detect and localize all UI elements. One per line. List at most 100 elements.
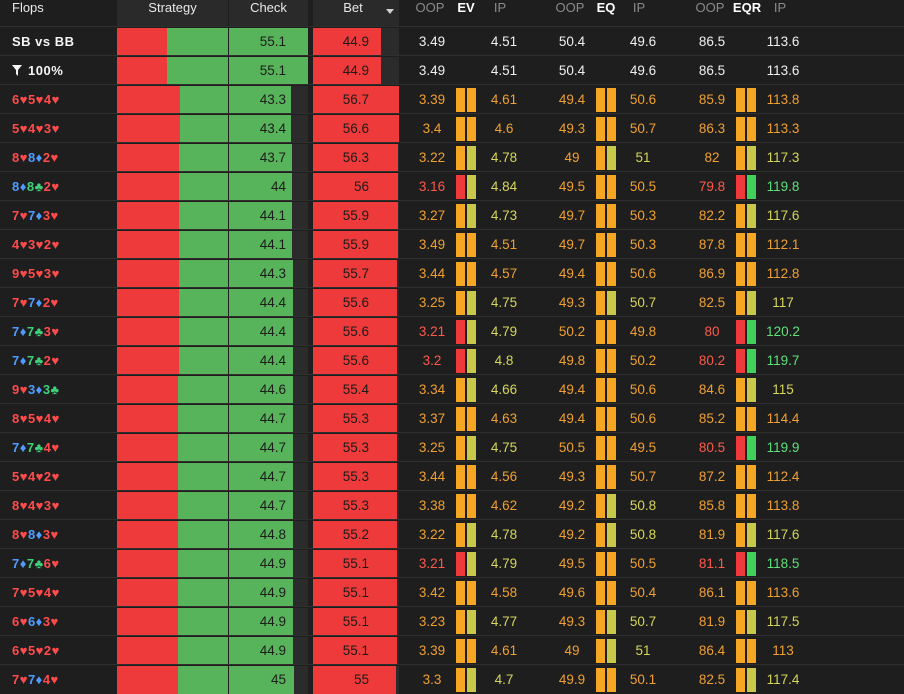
- eqr-oop-value: 82: [704, 150, 720, 165]
- header-eq[interactable]: EQ: [596, 0, 616, 15]
- eq-ip-value: 50.5: [629, 179, 657, 194]
- eqr-oop-value: 85.9: [698, 92, 726, 107]
- header-ev-ip[interactable]: IP: [493, 0, 507, 15]
- eqr-ip-value: 113.8: [766, 498, 800, 513]
- check-value: 44.1: [259, 208, 286, 223]
- card: 3♥: [27, 237, 44, 252]
- strategy-check-portion: [178, 289, 228, 317]
- eq-oop-value: 49.5: [558, 179, 586, 194]
- strategy-bet-portion: [117, 231, 180, 259]
- ev-ip-bar: [467, 146, 476, 170]
- table-row[interactable]: 7♥7♦3♥ 44.1 55.9 3.27 4.73 49.7 50.3 82.2 117.6: [0, 200, 904, 230]
- check-cell: 55.1: [229, 57, 308, 85]
- header-eqr-ip[interactable]: IP: [773, 0, 787, 15]
- header-strategy[interactable]: Strategy: [148, 0, 197, 15]
- ev-ip-value: 4.6: [494, 121, 514, 136]
- eq-ip-bar: [607, 117, 616, 141]
- eqr-oop-bar: [736, 175, 745, 199]
- eq-oop-bar: [596, 88, 605, 112]
- eqr-oop-bar: [736, 146, 745, 170]
- table-row[interactable]: 8♥5♥4♥ 44.7 55.3 3.37 4.63 49.4 50.6 85.2 114.4: [0, 403, 904, 433]
- table-row[interactable]: 7♦7♣4♥ 44.7 55.3 3.25 4.75 50.5 49.5 80.5 119.9: [0, 432, 904, 462]
- ev-ip-value: 4.51: [490, 63, 518, 78]
- strategy-check-portion: [179, 231, 228, 259]
- check-fill: [229, 434, 294, 462]
- strategy-bet-portion: [117, 521, 179, 549]
- bet-fill: [313, 550, 397, 578]
- table-row[interactable]: 8♥4♥3♥ 44.7 55.3 3.38 4.62 49.2 50.8 85.8 113.8: [0, 490, 904, 520]
- table-row[interactable]: 8♥8♦3♥ 44.8 55.2 3.22 4.78 49.2 50.8 81.9 117.6: [0, 519, 904, 549]
- table-row[interactable]: 7♦7♣3♥ 44.4 55.6 3.21 4.79 50.2 49.8 80 120.2: [0, 316, 904, 346]
- table-row[interactable]: 5♥4♥3♥ 43.4 56.6 3.4 4.6 49.3 50.7 86.3 113.3: [0, 113, 904, 143]
- eqr-ip-value: 117.3: [766, 150, 800, 165]
- check-fill: [229, 405, 294, 433]
- table-row[interactable]: 5♥4♥2♥ 44.7 55.3 3.44 4.56 49.3 50.7 87.2 112.4: [0, 461, 904, 491]
- eq-oop-bar: [596, 175, 605, 199]
- flop-label: 7♥7♦2♥: [12, 288, 59, 317]
- header-ev[interactable]: EV: [457, 0, 475, 15]
- sort-desc-icon[interactable]: [386, 9, 394, 14]
- eq-ip-value: 50.4: [629, 585, 657, 600]
- strategy-bet-portion: [117, 608, 179, 636]
- header-ev-oop[interactable]: OOP: [415, 0, 445, 15]
- eq-oop-bar: [596, 117, 605, 141]
- table-row[interactable]: 7♥5♥4♥ 44.9 55.1 3.42 4.58 49.6 50.4 86.1 113.6: [0, 577, 904, 607]
- ev-ip-bar: [467, 668, 476, 692]
- ev-oop-bar: [456, 378, 465, 402]
- table-row[interactable]: 9♥3♦3♣ 44.6 55.4 3.34 4.66 49.4 50.6 84.6 115: [0, 374, 904, 404]
- ev-oop-bar: [456, 581, 465, 605]
- ev-oop-value: 3.23: [418, 614, 446, 629]
- strategy-bet-portion: [117, 173, 180, 201]
- table-row[interactable]: 8♦8♣2♥ 44 56 3.16 4.84 49.5 50.5 79.8 119.8: [0, 171, 904, 201]
- table-row[interactable]: 6♥5♥2♥ 44.9 55.1 3.39 4.61 49 51 86.4 113: [0, 635, 904, 665]
- summary-row[interactable]: SB vs BB 55.1 44.9 3.49 4.51 50.4 49.6 86.5 113.…: [0, 26, 904, 56]
- header-flops[interactable]: Flops: [12, 0, 44, 15]
- table-row[interactable]: 4♥3♥2♥ 44.1 55.9 3.49 4.51 49.7 50.3 87.8 112.1: [0, 229, 904, 259]
- bet-cell: 55.1: [313, 608, 399, 636]
- table-row[interactable]: 9♥5♥3♥ 44.3 55.7 3.44 4.57 49.4 50.6 86.9 112.8: [0, 258, 904, 288]
- eq-oop-value: 49.2: [558, 498, 586, 513]
- strategy-bet-portion: [117, 434, 179, 462]
- card: 4♥: [27, 469, 44, 484]
- ev-oop-value: 3.22: [418, 150, 446, 165]
- strategy-bet-portion: [117, 579, 179, 607]
- header-bet[interactable]: Bet: [343, 0, 363, 15]
- table-row[interactable]: 6♥6♦3♥ 44.9 55.1 3.23 4.77 49.3 50.7 81.9 117.5: [0, 606, 904, 636]
- table-row[interactable]: 7♥7♦4♥ 45 55 3.3 4.7 49.9 50.1 82.5 117.4: [0, 664, 904, 694]
- eqr-oop-bar: [736, 320, 745, 344]
- bet-fill: [313, 115, 399, 143]
- eq-ip-bar: [607, 233, 616, 257]
- ev-ip-bar: [467, 581, 476, 605]
- filter-icon[interactable]: [12, 63, 28, 78]
- eq-ip-value: 50.2: [629, 353, 657, 368]
- strategy-bet-portion: [117, 550, 179, 578]
- eq-ip-bar: [607, 639, 616, 663]
- card: 3♥: [43, 121, 60, 136]
- table-row[interactable]: 7♦7♣6♥ 44.9 55.1 3.21 4.79 49.5 50.5 81.1 118.5: [0, 548, 904, 578]
- table-row[interactable]: 7♦7♣2♥ 44.4 55.6 3.2 4.8 49.8 50.2 80.2 119.7: [0, 345, 904, 375]
- card: 4♥: [42, 672, 59, 687]
- table-row[interactable]: 8♥8♦2♥ 43.7 56.3 3.22 4.78 49 51 82 117.3: [0, 142, 904, 172]
- eq-oop-value: 49.4: [558, 266, 586, 281]
- header-check[interactable]: Check: [250, 0, 287, 15]
- strategy-bet-portion: [117, 28, 167, 56]
- check-fill: [229, 231, 293, 259]
- summary-row[interactable]: 100% 55.1 44.9 3.49 4.51 50.4 49.6 86.5 113.6: [0, 55, 904, 85]
- strategy-bet-portion: [117, 144, 180, 172]
- eqr-ip-value: 119.8: [766, 179, 800, 194]
- table-row[interactable]: 6♥5♥4♥ 43.3 56.7 3.39 4.61 49.4 50.6 85.9 113.8: [0, 84, 904, 114]
- bet-fill: [313, 608, 397, 636]
- ev-oop-bar: [456, 436, 465, 460]
- eqr-ip-value: 113.6: [766, 585, 800, 600]
- header-eq-ip[interactable]: IP: [632, 0, 646, 15]
- bet-cell: 56: [313, 173, 399, 201]
- table-row[interactable]: 7♥7♦2♥ 44.4 55.6 3.25 4.75 49.3 50.7 82.5 117: [0, 287, 904, 317]
- flop-label: 4♥3♥2♥: [12, 230, 60, 259]
- strategy-bet-portion: [117, 289, 179, 317]
- ev-ip-value: 4.79: [490, 324, 518, 339]
- header-eq-oop[interactable]: OOP: [555, 0, 585, 15]
- header-eqr[interactable]: EQR: [732, 0, 762, 15]
- header-eqr-oop[interactable]: OOP: [695, 0, 725, 15]
- ev-ip-value: 4.62: [490, 498, 518, 513]
- check-value: 44.7: [259, 411, 286, 426]
